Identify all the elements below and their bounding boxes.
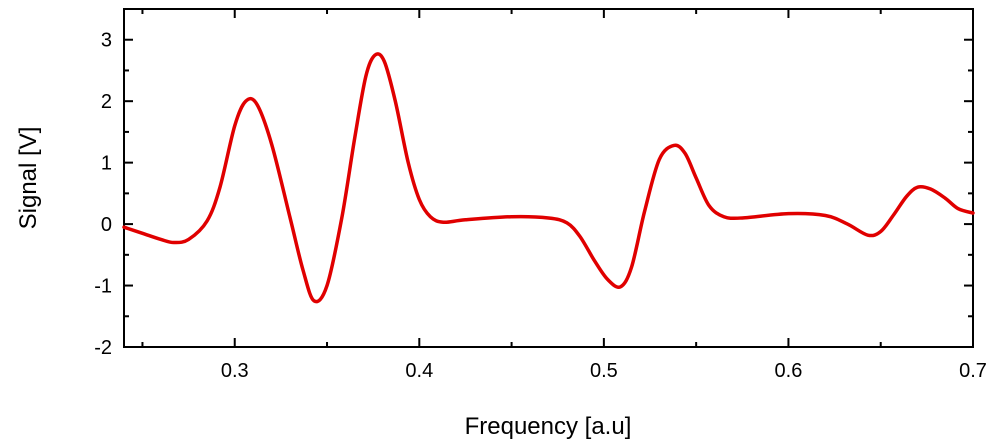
y-tick-label: -1 bbox=[94, 276, 112, 298]
x-axis-title: Frequency [a.u] bbox=[465, 413, 632, 440]
y-tick-label: -2 bbox=[94, 337, 112, 359]
plot-frame bbox=[124, 9, 973, 347]
y-axis-title: Signal [V] bbox=[15, 127, 42, 230]
signal-series-line bbox=[124, 54, 973, 302]
x-tick-label: 0.4 bbox=[405, 360, 433, 382]
y-axis: -2 -1 0 1 2 3 bbox=[94, 30, 973, 359]
x-tick-label: 0.5 bbox=[590, 360, 618, 382]
x-tick-label: 0.6 bbox=[775, 360, 803, 382]
y-tick-label: 0 bbox=[101, 214, 112, 236]
x-tick-label: 0.7 bbox=[959, 360, 987, 382]
y-tick-label: 3 bbox=[101, 30, 112, 52]
y-tick-label: 1 bbox=[101, 153, 112, 175]
x-tick-label: 0.3 bbox=[221, 360, 249, 382]
y-tick-label: 2 bbox=[101, 91, 112, 113]
x-axis: 0.3 0.4 0.5 0.6 0.7 bbox=[142, 9, 986, 382]
